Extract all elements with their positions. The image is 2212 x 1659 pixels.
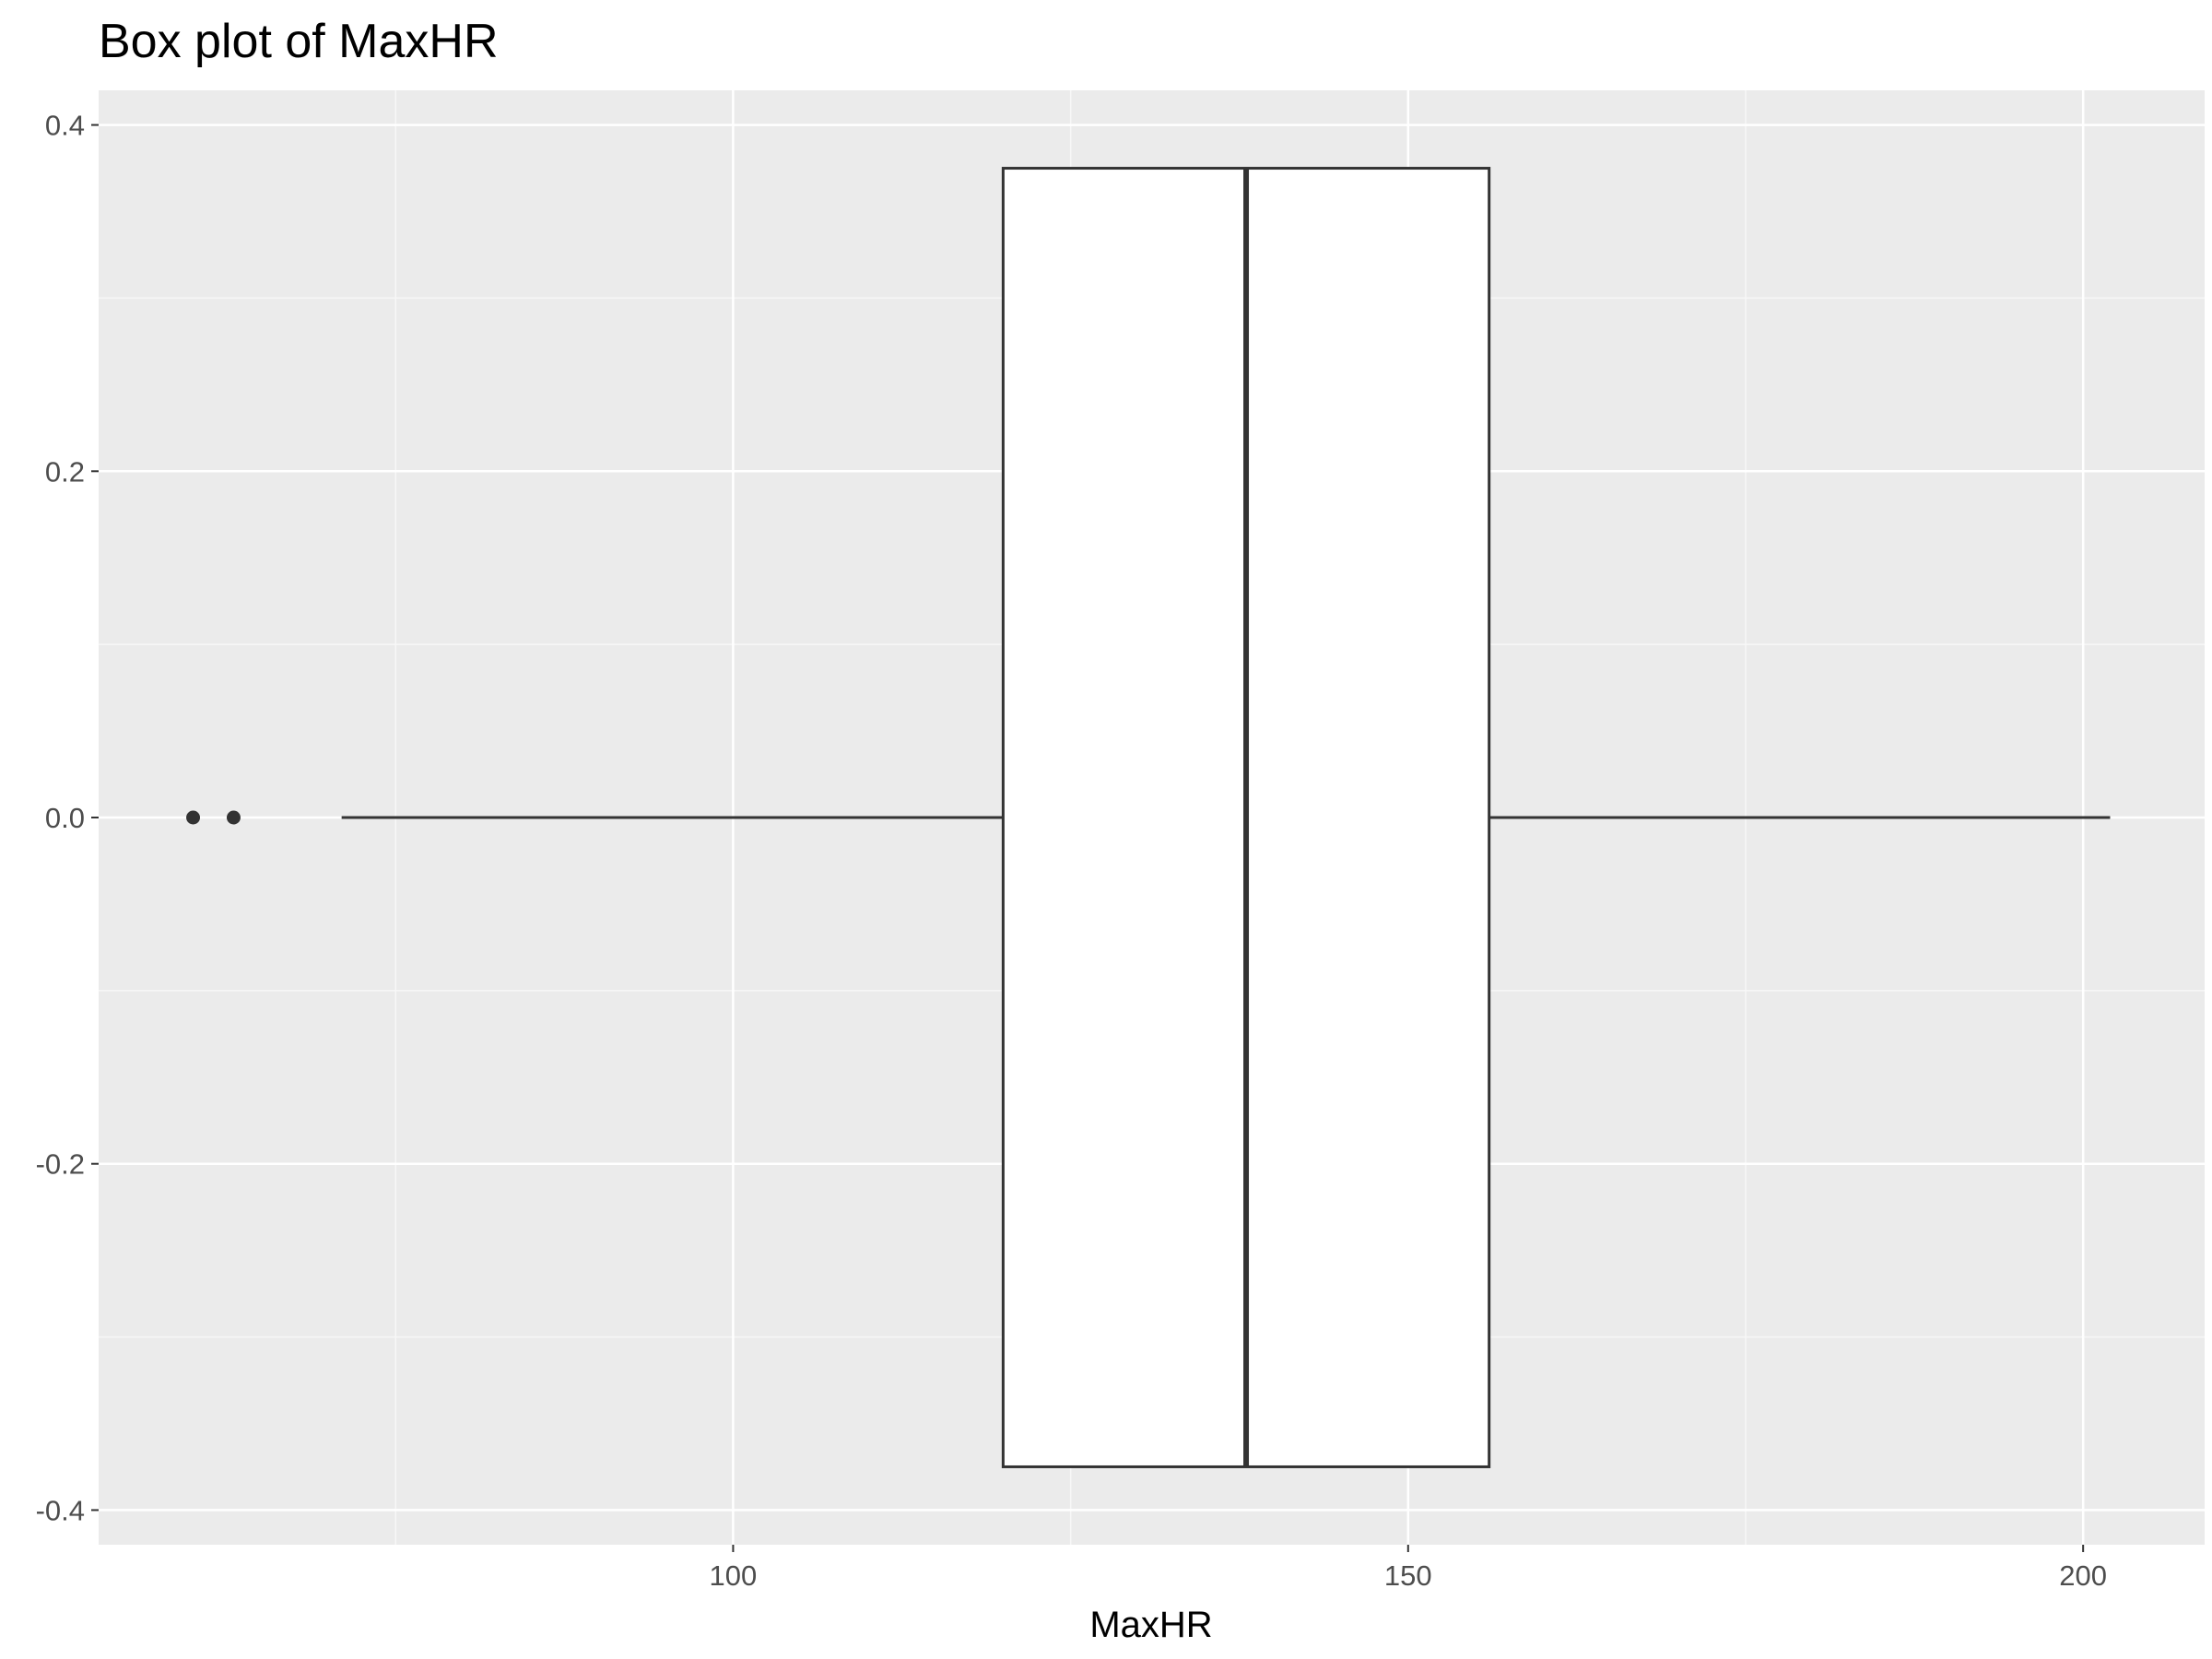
y-tick-label: 0.4: [45, 110, 85, 142]
outlier-point: [186, 810, 201, 825]
y-tick-label: -0.2: [36, 1148, 85, 1181]
y-axis: -0.4 -0.2 0.0 0.2 0.4: [36, 110, 99, 1526]
x-tick-label: 150: [1384, 1559, 1432, 1592]
outlier-point: [226, 810, 241, 825]
y-tick-label: -0.4: [36, 1494, 85, 1526]
x-tick-label: 100: [710, 1559, 758, 1592]
chart-title: Box plot of MaxHR: [99, 15, 499, 68]
x-axis: 100 150 200: [710, 1545, 2107, 1592]
x-axis-title: MaxHR: [1089, 1605, 1212, 1645]
box: [1001, 167, 1491, 1468]
x-tick-label: 200: [2059, 1559, 2107, 1592]
y-tick-label: 0.0: [45, 802, 85, 834]
y-tick-label: 0.2: [45, 455, 85, 488]
outlier-points: [186, 810, 241, 825]
